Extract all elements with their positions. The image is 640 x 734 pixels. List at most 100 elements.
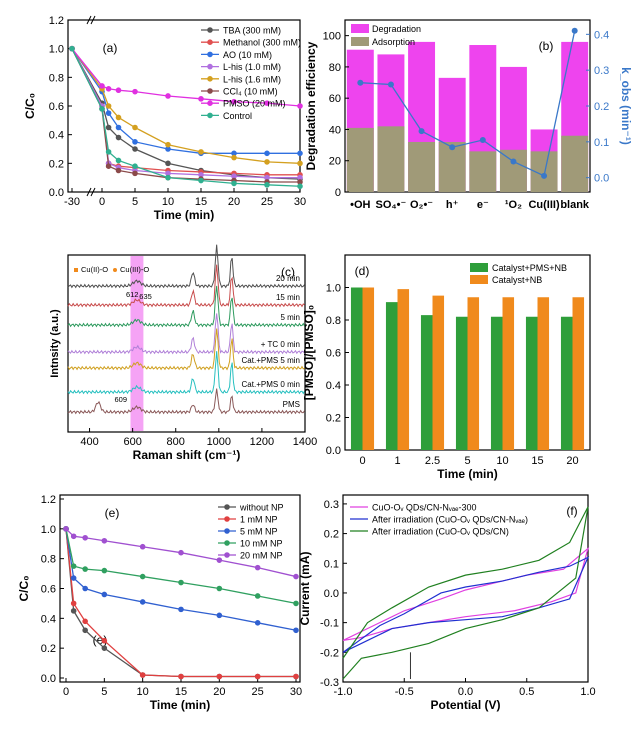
panel-e-point <box>254 564 261 571</box>
panel-a-point <box>115 114 122 121</box>
panel-e-point <box>178 579 184 586</box>
panel-b-adsorption-bar <box>438 141 466 192</box>
panel-e-point <box>178 549 184 556</box>
panel-a-series-line <box>71 48 301 107</box>
panel-a-ytick-label: 0.8 <box>49 72 64 84</box>
panel-b-adsorption-bar <box>469 151 497 192</box>
panel-f-ytick-label: 0.3 <box>324 499 339 511</box>
panel-e-legend-label: without NP <box>239 503 284 513</box>
panel-a-ytick-label: 1.2 <box>49 15 64 27</box>
panel-a-legend-marker <box>207 39 213 46</box>
panel-b-kobs-point <box>479 137 486 144</box>
panel-b-adsorption-bar <box>561 135 589 192</box>
panel-a-point <box>165 93 171 99</box>
panel-a-point <box>198 177 204 184</box>
panel-b-category-label: h⁺ <box>446 199 459 211</box>
panel-c-xtick-label: 1400 <box>293 436 317 448</box>
panel-d-ytick-label: 0.0 <box>326 445 341 457</box>
panel-b-tag: (b) <box>539 39 554 53</box>
panel-e-xtick-label: 10 <box>137 686 149 698</box>
panel-a-series-line <box>71 48 301 187</box>
panel-a-legend-marker <box>207 63 213 70</box>
panel-c-spectrum <box>67 388 305 415</box>
panel-a-legend-label: L-his (1.0 mM) <box>223 62 281 72</box>
panel-c-annotation: 635 <box>139 292 152 301</box>
panel-a-legend-label: Control <box>223 111 252 121</box>
panel-c-xtick-label: 800 <box>167 436 185 448</box>
panel-b-adsorption-bar <box>408 141 436 192</box>
panel-a-point <box>105 163 112 169</box>
panel-c: 400 600 800 1000 1200 1400 Raman shift (cm⁻¹) I… <box>49 244 317 462</box>
panel-e-point <box>216 585 223 592</box>
panel-f-cv-curve <box>342 506 589 680</box>
panel-e-ytick-label: 0.8 <box>41 554 56 566</box>
panel-b-adsorption-bar <box>346 127 374 192</box>
panel-a-axis-break <box>90 187 96 197</box>
panel-a-point <box>297 103 303 109</box>
panel-c-xtick-label: 1200 <box>250 436 274 448</box>
panel-e-point <box>293 573 299 580</box>
panel-c-spectrum <box>67 264 305 308</box>
panel-c-spectrum <box>67 244 305 289</box>
panel-d-bar <box>432 295 445 450</box>
panel-b-ytick-label: 100 <box>323 31 341 43</box>
panel-f-ytick-label: -0.3 <box>320 677 339 689</box>
panel-d-bar <box>502 297 515 450</box>
panel-a-point <box>132 124 138 131</box>
panel-a-series-line <box>71 48 301 180</box>
panel-e-xlabel: Time (min) <box>150 698 210 712</box>
panel-a-ytick-label: 0.4 <box>49 130 64 142</box>
panel-f-ytick-label: -0.1 <box>320 618 339 630</box>
panel-d-bar <box>385 302 398 450</box>
panel-c-spectrum <box>67 313 305 355</box>
panel-f-xtick-label: 0.5 <box>519 686 534 698</box>
panel-a-legend-marker <box>207 76 213 82</box>
panel-b-ytick-label: 20 <box>329 156 341 168</box>
panel-a-xtick-label: 5 <box>132 196 138 208</box>
panel-e-point <box>82 627 88 634</box>
panel-a-point <box>297 150 303 157</box>
panel-a-point <box>99 83 105 89</box>
panel-a-series-line <box>71 48 300 154</box>
panel-d-bar <box>560 316 573 450</box>
panel-d-legend-swatch <box>470 263 488 272</box>
panel-e-point <box>101 637 108 644</box>
panel-d-bar <box>525 316 538 450</box>
panel-b-category-label: Cu(III) <box>528 199 559 211</box>
panel-f-legend-label: CuO-Oᵥ QDs/CN-Nᵥₐₑ-300 <box>372 503 477 513</box>
panel-c-frame <box>67 254 306 433</box>
panel-f-ytick-label: -0.2 <box>320 647 339 659</box>
panel-b-category-label: blank <box>560 199 590 211</box>
panel-a-axis-break <box>86 187 92 197</box>
panel-d-ytick-label: 0.8 <box>326 315 341 327</box>
panel-b-kobs-line <box>360 30 576 177</box>
panel-e-point <box>101 645 108 651</box>
panel-b-ylabel: Degradation efficiency <box>304 41 318 170</box>
panel-e-point <box>70 600 77 607</box>
panel-a-point <box>115 87 122 94</box>
panel-c-spectrum <box>67 285 306 328</box>
panel-e-xtick-label: 30 <box>290 686 302 698</box>
panel-a-xtick-label: 0 <box>99 196 105 208</box>
panel-a-legend-marker <box>207 100 213 106</box>
panel-a-xtick-label: 25 <box>261 196 273 208</box>
panel-a-legend-label: CCl₄ (10 mM) <box>223 87 278 97</box>
panel-e-point <box>293 627 299 634</box>
panel-b: •OH SO₄•⁻ O₂•⁻ h⁺ e⁻ ¹O₂ Cu(III) blank 0 20 40 60 80… <box>304 19 633 211</box>
panel-c-xtick-label: 600 <box>123 436 141 448</box>
panel-a-tag: (a) <box>103 41 118 55</box>
panel-d-bar <box>467 297 480 450</box>
panel-e-xtick-label: 15 <box>175 686 187 698</box>
panel-b-category-label: •OH <box>350 199 370 211</box>
panel-a-legend-label: Methanol (300 mM) <box>223 38 301 48</box>
panel-d-bar <box>362 287 375 450</box>
panel-e-point <box>139 543 146 550</box>
panel-f: -1.0 -0.5 0.0 0.5 1.0 -0.3 -0.2 -0.1 0.0 0.1 0.2 0.… <box>298 494 596 712</box>
panel-a-legend-label: L-his (1.6 mM) <box>223 74 281 84</box>
panel-a-ytick-label: 0.0 <box>49 187 64 199</box>
panel-d-bar <box>490 316 503 450</box>
panel-d: 0 1 2.5 5 10 15 20 0.0 0.2 0.4 0.6 0.8 1.0 Time (min)… <box>302 254 591 481</box>
panel-f-cv-curve <box>342 556 590 653</box>
panel-b-y2tick-label: 0.0 <box>594 173 609 185</box>
panel-b-ytick-label: 80 <box>329 62 341 74</box>
